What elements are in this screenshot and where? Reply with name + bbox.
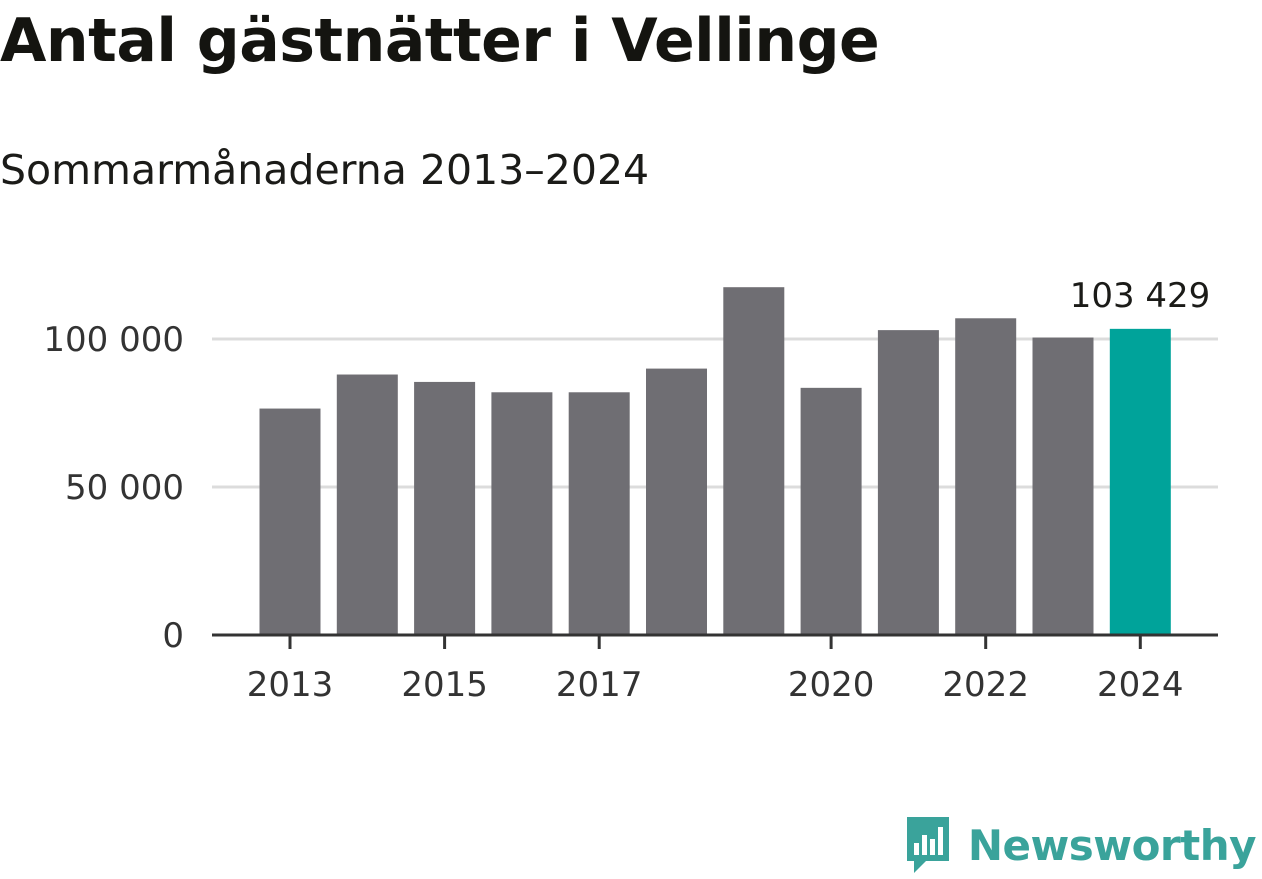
y-tick-label: 50 000 [65, 468, 184, 508]
bars [259, 287, 1171, 635]
chart-subtitle: Sommarmånaderna 2013–2024 [0, 146, 650, 194]
x-tick-label: 2022 [942, 665, 1029, 705]
x-axis-tick-labels: 2013 2015 2017 2020 2022 2024 [247, 665, 1184, 705]
x-tick-label: 2017 [556, 665, 643, 705]
bar-2022 [955, 318, 1017, 635]
newsworthy-logo: Newsworthy [904, 815, 1257, 875]
bar-2016 [491, 392, 553, 635]
bar-2021 [877, 330, 939, 635]
bar-2015 [414, 381, 476, 635]
x-tick-label: 2015 [401, 665, 488, 705]
bar-2019 [723, 287, 785, 635]
bar-2017 [568, 392, 630, 635]
highlight-value-label: 103 429 [1070, 276, 1211, 316]
annotations: 103 429 [1070, 276, 1211, 316]
x-tick-label: 2024 [1097, 665, 1184, 705]
bar-2014 [336, 374, 398, 635]
bar-chart-speech-bubble-icon [906, 817, 949, 873]
bar-2018 [646, 368, 707, 635]
bar-2013 [259, 408, 321, 635]
chart-title: Antal gästnätter i Vellinge [0, 6, 880, 76]
bar-2023 [1032, 337, 1094, 635]
brand-name: Newsworthy [967, 820, 1257, 870]
y-tick-label: 0 [162, 616, 184, 656]
bar-2024 [1109, 328, 1171, 635]
y-tick-label: 100 000 [43, 320, 184, 360]
bar-2020 [800, 387, 862, 635]
y-axis-tick-labels: 0 50 000 100 000 [43, 320, 184, 656]
x-tick-label: 2013 [247, 665, 334, 705]
x-axis [212, 633, 1218, 649]
x-tick-label: 2020 [788, 665, 875, 705]
